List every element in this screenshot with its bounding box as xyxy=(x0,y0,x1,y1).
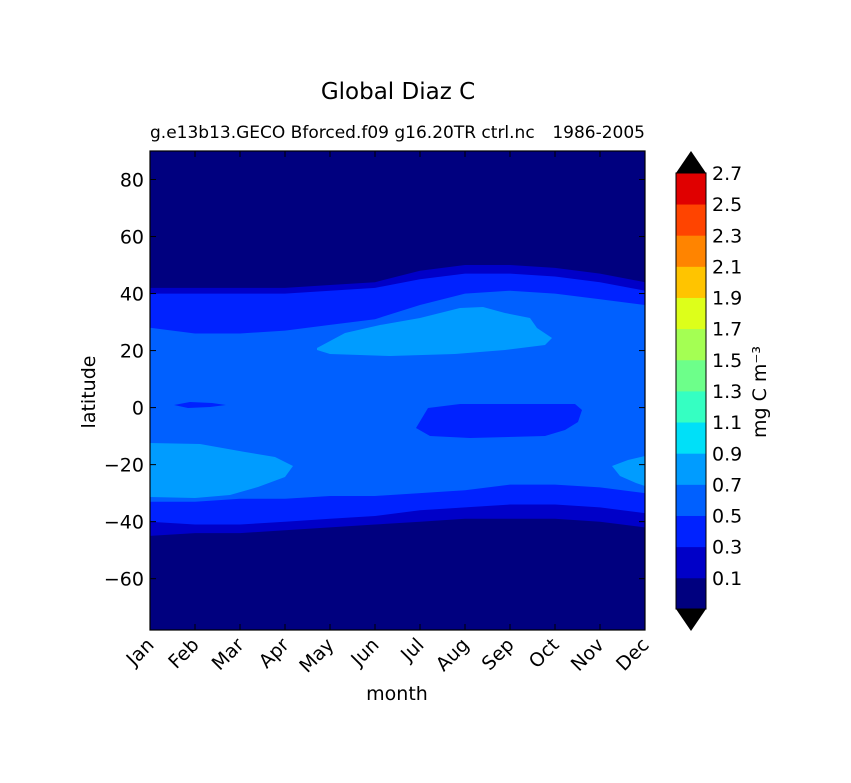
y-tick-label: 60 xyxy=(120,227,144,249)
y-tick-label: −20 xyxy=(104,455,144,477)
chart-subtitle-right: 1986-2005 xyxy=(552,123,645,143)
plot-area xyxy=(150,151,645,630)
x-tick-label: Jun xyxy=(346,634,383,671)
x-tick-label: Dec xyxy=(612,634,654,676)
colorbar-tick-label: 2.5 xyxy=(712,194,742,216)
colorbar-segment xyxy=(676,577,706,610)
y-tick-label: −40 xyxy=(104,512,144,534)
colorbar-tick-label: 2.7 xyxy=(712,163,742,185)
colorbar-segment xyxy=(676,204,706,236)
patch-equatorial-0.3 xyxy=(416,404,582,438)
colorbar-label: mg C m⁻³ xyxy=(749,346,771,438)
x-tick-label: Aug xyxy=(432,634,474,676)
colorbar-tick-label: 0.1 xyxy=(712,568,742,590)
colorbar-segment xyxy=(676,235,706,267)
x-tick-label: Sep xyxy=(478,634,519,675)
contour-patches xyxy=(150,307,645,498)
colorbar-tick-label: 0.5 xyxy=(712,506,742,528)
patch-southern-winter-0.7 xyxy=(150,443,293,498)
colorbar-tick-label: 1.1 xyxy=(712,412,742,434)
colorbar-tick-label: 2.3 xyxy=(712,225,742,247)
x-tick-label: Oct xyxy=(525,634,564,673)
colorbar-frame xyxy=(675,172,707,610)
plot-frame xyxy=(149,150,646,631)
y-tick-label: 80 xyxy=(120,170,144,192)
colorbar-tick-label: 0.7 xyxy=(712,474,742,496)
patch-northern-summer-0.7 xyxy=(317,307,552,356)
colorbar-segment xyxy=(676,173,706,205)
colorbar-tick-label: 2.1 xyxy=(712,256,742,278)
colorbar-tick-label: 0.3 xyxy=(712,537,742,559)
colorbar-tick-label: 1.7 xyxy=(712,319,742,341)
colorbar-segment xyxy=(676,297,706,330)
colorbar-extend-max xyxy=(676,151,706,173)
y-tick-label: 0 xyxy=(132,398,144,420)
x-tick-label: Jul xyxy=(396,634,428,666)
colorbar-segment xyxy=(676,515,706,548)
colorbar-segment xyxy=(676,546,706,579)
y-tick-label: 20 xyxy=(120,341,144,363)
x-tick-label: Mar xyxy=(208,634,249,675)
colorbar-segment xyxy=(676,328,706,361)
colorbar-tick-label: 1.9 xyxy=(712,288,742,310)
patch-feb-equator-0.3 xyxy=(174,402,226,408)
x-tick-label: May xyxy=(295,634,338,677)
y-tick-label: 40 xyxy=(120,284,144,306)
x-tick-label: Apr xyxy=(255,634,294,673)
y-axis: −60 −40 −20 0 20 40 60 80 xyxy=(104,170,645,591)
colorbar-tick-label: 1.5 xyxy=(712,350,742,372)
x-tick-label: Jan xyxy=(122,634,159,671)
colorbar-tick-label: 0.9 xyxy=(712,443,742,465)
colorbar: 0.1 0.3 0.5 0.7 0.9 1.1 1.3 1.5 1.7 1.9 2.1 2.3 2.5 2… xyxy=(675,151,742,631)
chart-title: Global Diaz C xyxy=(321,79,475,105)
x-tick-label: Feb xyxy=(164,634,203,673)
colorbar-segment xyxy=(676,266,706,298)
patch-december-0.7 xyxy=(612,456,645,486)
colorbar-segment xyxy=(676,391,706,423)
chart-subtitle-left: g.e13b13.GECO Bforced.f09 g16.20TR ctrl.… xyxy=(150,123,535,143)
colorbar-segment xyxy=(676,484,706,516)
x-axis-label: month xyxy=(366,683,428,705)
y-tick-label: −60 xyxy=(104,569,144,591)
colorbar-extend-min xyxy=(676,609,706,631)
colorbar-segment xyxy=(676,422,706,454)
colorbar-segment xyxy=(676,453,706,485)
x-tick-label: Nov xyxy=(567,634,609,676)
y-axis-label: latitude xyxy=(78,356,100,429)
colorbar-segment xyxy=(676,359,706,392)
colorbar-tick-label: 1.3 xyxy=(712,381,742,403)
